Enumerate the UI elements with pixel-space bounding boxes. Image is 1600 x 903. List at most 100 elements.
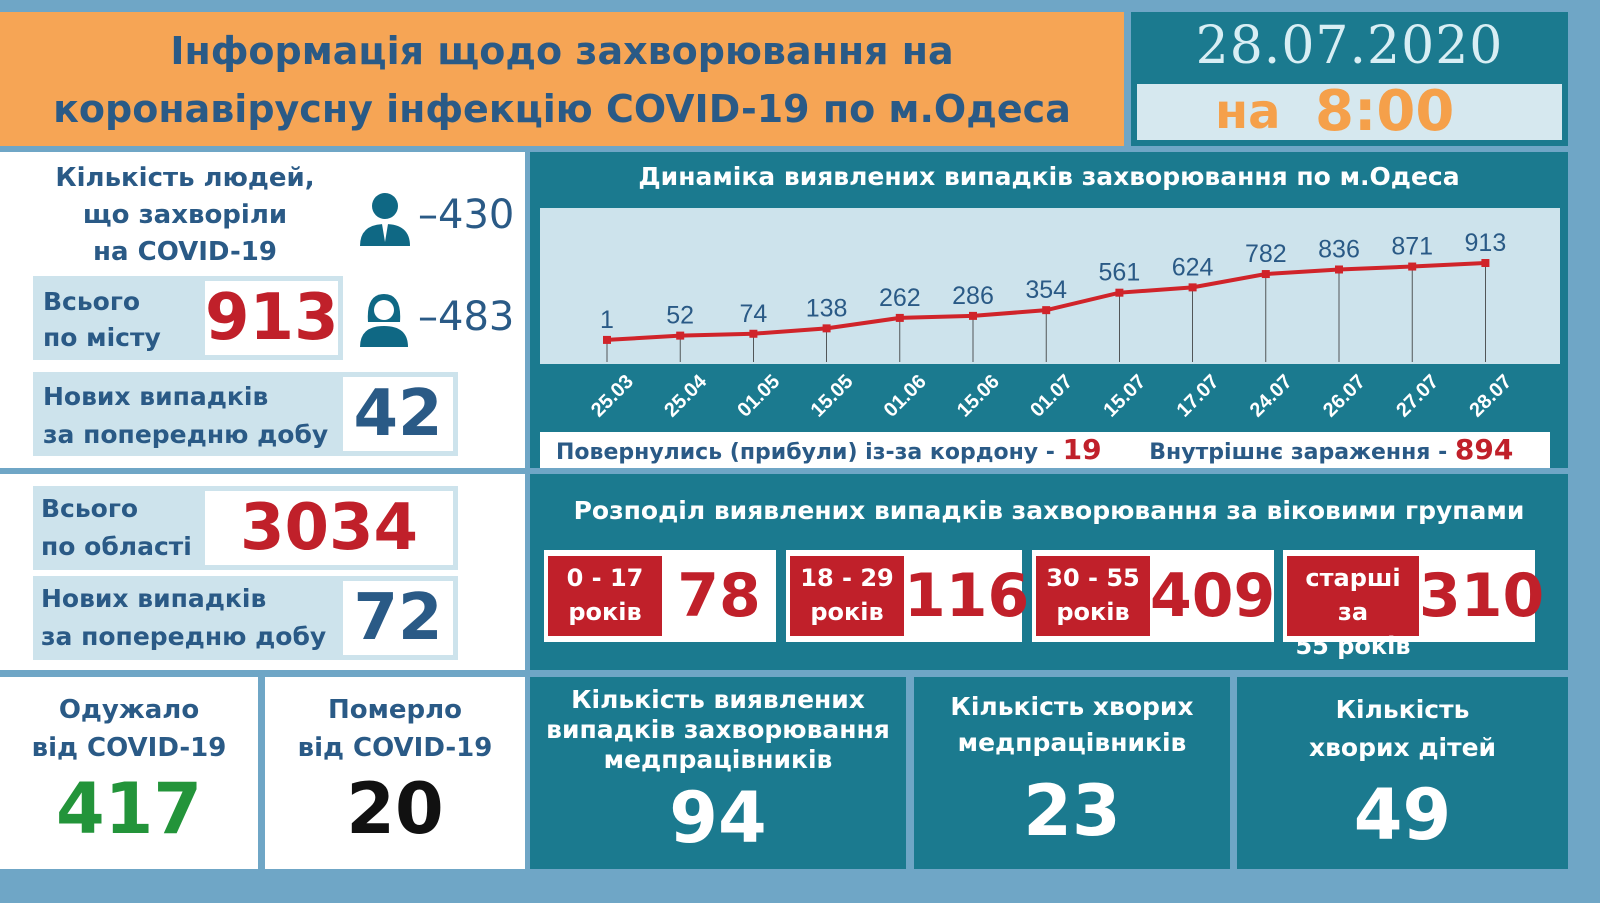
local-value: 894 xyxy=(1454,433,1514,466)
medics-sick-value: 23 xyxy=(1023,770,1121,852)
label-line: за попередню добу xyxy=(43,420,329,449)
time-prefix: на xyxy=(1215,84,1281,140)
title-line-2: коронавірусну інфекцію COVID-19 по м.Оде… xyxy=(53,87,1071,131)
city-new-label: Нових випадків за попередню добу xyxy=(43,378,328,454)
age-group-value: 116 xyxy=(904,561,1030,631)
heading-line: що захворіли xyxy=(82,200,288,230)
x-tick-label: 25.04 xyxy=(660,370,712,422)
recovered-label: Одужало xyxy=(58,695,200,725)
data-label: 836 xyxy=(1318,235,1360,263)
data-point xyxy=(603,335,611,344)
city-total-value: 913 xyxy=(205,281,339,355)
city-heading: Кількість людей, що захворіли на COVID-1… xyxy=(40,160,330,271)
women-count: –483 xyxy=(418,294,515,340)
x-tick-label: 15.05 xyxy=(807,371,858,422)
age-range-label: старші за 55 років xyxy=(1287,556,1419,660)
label-line: Всього xyxy=(41,494,139,523)
data-label: 782 xyxy=(1245,240,1287,268)
heading-line: Кількість людей, xyxy=(55,163,315,193)
age-range-label: 30 - 55 років xyxy=(1036,556,1150,636)
x-tick-label: 24.07 xyxy=(1246,371,1297,422)
data-point xyxy=(969,311,977,320)
x-tick-label: 15.07 xyxy=(1099,371,1150,422)
label-line: Кількість xyxy=(1335,695,1470,724)
label-line: за попередню добу xyxy=(41,622,327,651)
age-panel: Розподіл виявлених випадків захворювання… xyxy=(530,474,1568,670)
children-label: Кількість хворих дітей xyxy=(1237,691,1568,767)
label-line: Нових випадків xyxy=(41,584,267,613)
data-point xyxy=(749,329,758,338)
died-label: Померло xyxy=(327,695,463,725)
x-tick-label: 28.07 xyxy=(1465,371,1516,422)
local-label: Внутрішнє зараження - xyxy=(1149,440,1448,465)
city-new-value: 42 xyxy=(343,377,453,451)
age-group-0: 0 - 17 років 78 xyxy=(544,550,776,642)
time-bar: на 8:00 xyxy=(1137,84,1562,140)
age-line: 30 - 55 xyxy=(1046,564,1140,592)
report-time: 8:00 xyxy=(1315,79,1455,144)
label-line: Нових випадків xyxy=(43,382,269,411)
medics-sick-label: Кількість хворих медпрацівників xyxy=(914,689,1230,761)
label-line: Кількість виявлених xyxy=(571,685,865,714)
woman-icon xyxy=(360,294,408,347)
city-total-box: Всього по місту 913 xyxy=(33,276,343,360)
date-panel: 28.07.2020 на 8:00 xyxy=(1131,12,1568,146)
x-tick-label: 27.07 xyxy=(1392,371,1443,422)
data-label: 913 xyxy=(1465,229,1507,257)
data-point xyxy=(1481,259,1490,267)
age-line: 55 років xyxy=(1295,632,1411,660)
died-label: від COVID-19 xyxy=(297,733,493,763)
children-panel: Кількість хворих дітей 49 xyxy=(1237,677,1568,869)
age-group-1: 18 - 29 років 116 xyxy=(786,550,1030,642)
sources-bar: Повернулись (прибули) із-за кордону - 19… xyxy=(540,432,1550,468)
age-group-3: старші за 55 років 310 xyxy=(1283,550,1544,660)
region-new-box: Нових випадків за попередню добу 72 xyxy=(33,576,458,660)
x-tick-label: 01.06 xyxy=(880,371,931,422)
heading-line: на COVID-19 xyxy=(93,237,277,267)
data-point xyxy=(895,313,904,322)
header-title: Інформація щодо захворювання на коронаві… xyxy=(0,12,1124,146)
age-line: старші за xyxy=(1305,564,1401,626)
men-count: –430 xyxy=(418,192,515,238)
label-line: Всього xyxy=(43,287,141,316)
x-tick-label: 15.06 xyxy=(953,371,1004,422)
recovered-label: від COVID-19 xyxy=(31,733,227,763)
age-group-value: 409 xyxy=(1150,561,1276,631)
region-total-label: Всього по області xyxy=(41,490,192,566)
label-line: по області xyxy=(41,532,192,561)
age-line: років xyxy=(810,598,884,626)
region-total-box: Всього по області 3034 xyxy=(33,486,458,570)
recovered-value: 417 xyxy=(55,768,203,850)
data-point xyxy=(1115,288,1124,297)
region-new-label: Нових випадків за попередню добу xyxy=(41,580,326,656)
data-label: 561 xyxy=(1099,259,1141,287)
died-panel: Померло від COVID-19 20 xyxy=(265,677,525,869)
data-point xyxy=(1261,270,1270,279)
region-new-value: 72 xyxy=(343,581,453,655)
died-value: 20 xyxy=(346,768,444,850)
region-total-value: 3034 xyxy=(205,491,453,565)
data-label: 354 xyxy=(1025,276,1067,304)
age-range-label: 0 - 17 років xyxy=(548,556,662,636)
label-line: медпрацівників xyxy=(603,745,833,774)
city-total-label: Всього по місту xyxy=(43,284,161,356)
medics-cases-panel: Кількість виявлених випадків захворювання… xyxy=(530,677,906,869)
city-panel: Кількість людей, що захворіли на COVID-1… xyxy=(0,152,525,468)
x-tick-label: 25.03 xyxy=(587,371,638,422)
data-label: 286 xyxy=(952,282,994,310)
data-point xyxy=(822,324,831,333)
medics-cases-value: 94 xyxy=(669,777,767,859)
age-title: Розподіл виявлених випадків захворювання… xyxy=(573,496,1525,525)
city-new-box: Нових випадків за попередню добу 42 xyxy=(33,372,458,456)
data-point xyxy=(1335,265,1343,274)
data-point xyxy=(1408,262,1417,271)
label-line: Кількість хворих xyxy=(950,692,1194,721)
children-value: 49 xyxy=(1353,774,1452,856)
line-chart: 1 25.03 52 25.04 74 01.05 138 15.05 262 01.06 286 1… xyxy=(587,229,1516,422)
medics-cases-label: Кількість виявлених випадків захворювання… xyxy=(530,685,906,775)
age-line: років xyxy=(1056,598,1130,626)
x-tick-label: 01.05 xyxy=(733,371,784,422)
region-panel: Всього по області 3034 Нових випадків за п… xyxy=(0,474,525,670)
x-tick-label: 17.07 xyxy=(1173,371,1224,422)
age-line: років xyxy=(568,598,642,626)
